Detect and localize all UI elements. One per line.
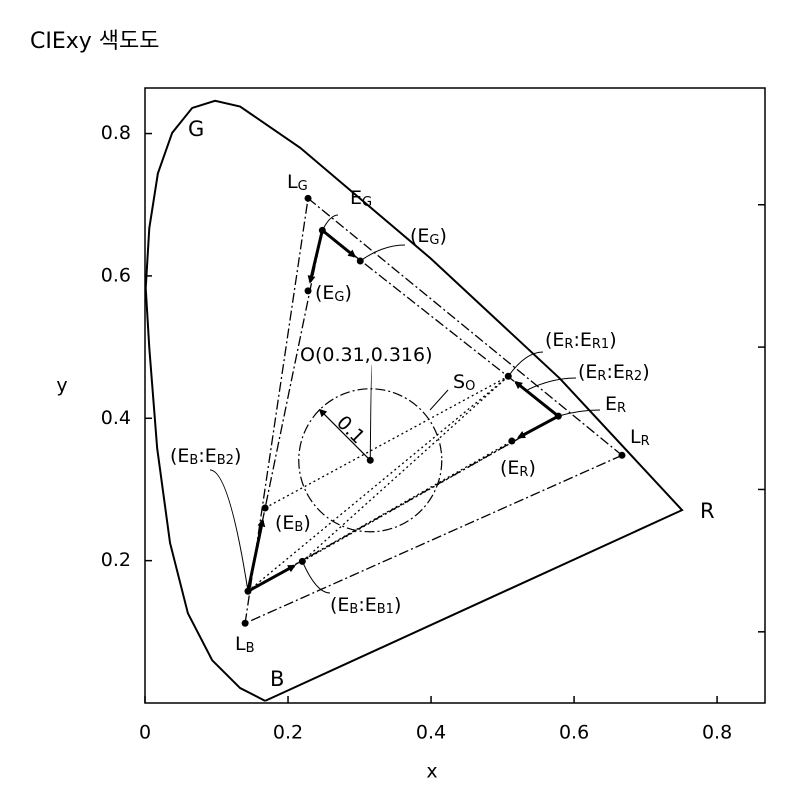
- point-label: LR: [630, 426, 650, 449]
- point: [262, 504, 269, 511]
- leader: [508, 352, 543, 376]
- point-label-part: E: [350, 187, 362, 209]
- x-tick-label: 0.8: [702, 722, 732, 744]
- point-label-part: R: [641, 434, 650, 449]
- point-label-part: E: [605, 393, 617, 415]
- point: [305, 287, 312, 294]
- point-label-part: ): [345, 282, 352, 304]
- plot-frame: [145, 88, 765, 703]
- point-label-part: R1: [592, 337, 609, 352]
- point-label: (EB): [275, 512, 311, 535]
- circle-label-part: O: [465, 379, 475, 394]
- dotted-line: [302, 376, 508, 561]
- x-tick-label: 0.4: [416, 722, 446, 744]
- point-label-part: R: [617, 401, 626, 416]
- point-label-part: B: [294, 520, 303, 535]
- point-label-part: (E: [500, 457, 519, 479]
- point-label: EG: [350, 187, 372, 210]
- shift-arrow: [516, 382, 559, 416]
- point-label-part: R: [519, 465, 528, 480]
- point-label-part: G: [334, 290, 344, 305]
- shift-arrow: [322, 230, 354, 256]
- circle-label-part: S: [453, 371, 465, 393]
- point-label: LB: [235, 633, 255, 656]
- point-label-part: :E: [573, 329, 591, 351]
- point-label-part: L: [235, 633, 246, 655]
- x-tick-label: 0: [139, 722, 151, 744]
- locus-label: R: [700, 499, 715, 523]
- point-label-part: B: [189, 453, 198, 468]
- point-label-part: (E: [275, 512, 294, 534]
- x-tick-label: 0.2: [273, 722, 303, 744]
- point: [305, 195, 312, 202]
- point-label: (ER:ER1): [545, 329, 617, 352]
- point-label-part: B2: [217, 453, 234, 468]
- point-label-part: ): [303, 512, 310, 534]
- point-label-part: (E: [410, 225, 429, 247]
- point-label-part: ): [440, 225, 447, 247]
- point-label-part: (E: [578, 361, 597, 383]
- point-label-part: R: [564, 337, 573, 352]
- point-label: (EG): [410, 225, 447, 248]
- point-label-part: :E: [606, 361, 624, 383]
- point-label: ER: [605, 393, 626, 416]
- point-label: (EG): [315, 282, 352, 305]
- point-label-part: R2: [625, 369, 642, 384]
- point-label-part: ): [528, 457, 535, 479]
- point-label-part: (E: [330, 594, 349, 616]
- shift-arrow: [248, 566, 294, 591]
- point-label: (ER): [500, 457, 536, 480]
- leader: [210, 470, 248, 591]
- y-tick-label: 0.6: [101, 264, 131, 286]
- leader: [430, 390, 448, 410]
- point-label: O(0.31,0.316): [300, 344, 433, 366]
- point-label-part: :E: [358, 594, 376, 616]
- point-label-part: ): [234, 445, 241, 467]
- dotted-line: [248, 376, 508, 591]
- point-label-part: B: [349, 602, 358, 617]
- point-label-part: :E: [198, 445, 216, 467]
- point-label: (EB:EB2): [170, 445, 241, 468]
- shift-arrow: [310, 230, 322, 281]
- point-label-part: G: [298, 179, 308, 194]
- point-label-part: (E: [170, 445, 189, 467]
- y-tick-label: 0.8: [101, 122, 131, 144]
- point-label: (ER:ER2): [578, 361, 650, 384]
- locus-label: B: [270, 667, 284, 691]
- y-axis-label: y: [56, 375, 67, 397]
- chart-title: CIExy 색도도: [30, 29, 160, 54]
- point-label-part: B1: [377, 602, 394, 617]
- circle-label: SO: [453, 371, 475, 394]
- locus-label: G: [188, 117, 204, 141]
- point-label-part: L: [287, 171, 298, 193]
- point: [618, 452, 625, 459]
- shift-arrow: [519, 416, 559, 437]
- leader: [370, 365, 372, 460]
- point: [508, 438, 515, 445]
- chart: CIExy 색도도 x y 0 0.2 0.4 0.6 0.8 0.2 0.4 0.6 0.8 G…: [0, 0, 797, 800]
- point-label-part: L: [630, 426, 641, 448]
- point-label-part: G: [362, 195, 372, 210]
- point-label-part: O(0.31,0.316): [300, 344, 433, 366]
- point-label-part: R: [597, 369, 606, 384]
- point-label-part: ): [642, 361, 649, 383]
- dash-dot-line: [308, 198, 622, 455]
- x-axis-label: x: [426, 761, 437, 783]
- leader: [302, 561, 330, 593]
- point-label-part: ): [609, 329, 616, 351]
- point-label-part: ): [394, 594, 401, 616]
- y-tick-label: 0.4: [101, 407, 131, 429]
- x-tick-label: 0.6: [559, 722, 589, 744]
- point-label-part: (E: [315, 282, 334, 304]
- point-label-part: B: [246, 641, 255, 656]
- radius-label: 0.1: [332, 411, 369, 448]
- point-label: (EB:EB1): [330, 594, 401, 617]
- point-label: LG: [287, 171, 308, 194]
- point: [242, 620, 249, 627]
- y-tick-label: 0.2: [101, 549, 131, 571]
- point-label-part: G: [429, 233, 439, 248]
- point-label-part: (E: [545, 329, 564, 351]
- spectral-locus: [146, 101, 682, 701]
